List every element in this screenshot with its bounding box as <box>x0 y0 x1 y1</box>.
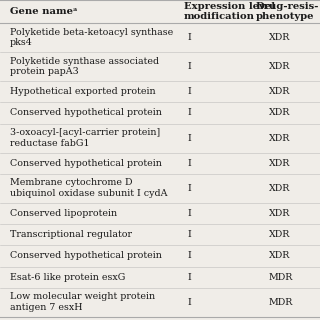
Text: XDR: XDR <box>269 209 290 218</box>
Text: I: I <box>187 209 191 218</box>
Text: I: I <box>187 298 191 307</box>
Text: Expression level
modification: Expression level modification <box>184 2 275 21</box>
Text: I: I <box>187 33 191 42</box>
Text: XDR: XDR <box>269 108 290 117</box>
Text: XDR: XDR <box>269 87 290 96</box>
Text: Membrane cytochrome D
ubiquinol oxidase subunit I cydA: Membrane cytochrome D ubiquinol oxidase … <box>10 179 167 198</box>
Text: I: I <box>187 133 191 143</box>
Text: XDR: XDR <box>269 252 290 260</box>
Text: XDR: XDR <box>269 62 290 71</box>
Text: I: I <box>187 184 191 193</box>
Text: I: I <box>187 273 191 282</box>
Text: Polyketide synthase associated
protein papA3: Polyketide synthase associated protein p… <box>10 57 159 76</box>
Text: XDR: XDR <box>269 159 290 168</box>
Text: I: I <box>187 87 191 96</box>
Text: I: I <box>187 252 191 260</box>
Text: XDR: XDR <box>269 133 290 143</box>
Text: Conserved lipoprotein: Conserved lipoprotein <box>10 209 117 218</box>
Text: XDR: XDR <box>269 230 290 239</box>
Text: Conserved hypothetical protein: Conserved hypothetical protein <box>10 252 162 260</box>
Text: 3-oxoacyl-[acyl-carrier protein]
reductase fabG1: 3-oxoacyl-[acyl-carrier protein] reducta… <box>10 128 160 148</box>
Text: MDR: MDR <box>269 298 293 307</box>
Text: Esat-6 like protein esxG: Esat-6 like protein esxG <box>10 273 125 282</box>
Text: Transcriptional regulator: Transcriptional regulator <box>10 230 132 239</box>
Text: Conserved hypothetical protein: Conserved hypothetical protein <box>10 159 162 168</box>
Text: XDR: XDR <box>269 184 290 193</box>
Text: Conserved hypothetical protein: Conserved hypothetical protein <box>10 108 162 117</box>
Text: Gene nameᵃ: Gene nameᵃ <box>10 7 77 16</box>
Text: MDR: MDR <box>269 273 293 282</box>
Text: I: I <box>187 159 191 168</box>
Text: Drug-resis-
phenotype: Drug-resis- phenotype <box>256 2 319 21</box>
Text: Low molecular weight protein
antigen 7 esxH: Low molecular weight protein antigen 7 e… <box>10 292 155 312</box>
Text: XDR: XDR <box>269 33 290 42</box>
Text: Polyketide beta-ketoacyl synthase
pks4: Polyketide beta-ketoacyl synthase pks4 <box>10 28 173 47</box>
Text: Hypothetical exported protein: Hypothetical exported protein <box>10 87 155 96</box>
Text: I: I <box>187 108 191 117</box>
Text: I: I <box>187 230 191 239</box>
Text: I: I <box>187 62 191 71</box>
